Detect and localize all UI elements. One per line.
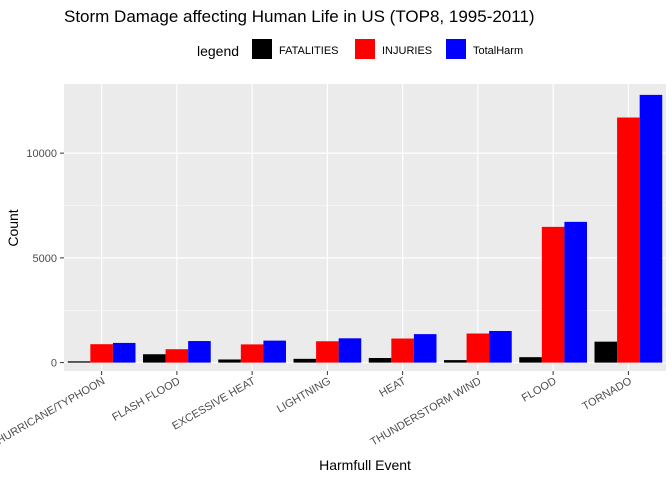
- bar-injuries: [541, 226, 565, 363]
- bar-fatalities: [143, 354, 166, 363]
- bar-totalharm: [263, 340, 286, 363]
- legend: legend FATALITIES INJURIES TotalHarm: [197, 39, 523, 59]
- y-axis-label: Count: [5, 209, 21, 246]
- bar-totalharm: [639, 94, 663, 363]
- bar-totalharm: [413, 334, 437, 363]
- y-tick-label: 0: [51, 358, 57, 370]
- bar-fatalities: [519, 357, 542, 363]
- bar-injuries: [466, 333, 490, 363]
- bar-injuries: [617, 117, 640, 363]
- bar-injuries: [240, 344, 264, 363]
- legend-key-injuries: [355, 39, 375, 59]
- y-axis: 0 5000 10000: [26, 148, 64, 370]
- y-tick-label: 10000: [26, 148, 57, 160]
- grid: [64, 84, 666, 371]
- legend-items: FATALITIES INJURIES TotalHarm: [252, 39, 523, 59]
- bar-fatalities: [594, 341, 618, 363]
- bar-injuries: [90, 344, 113, 363]
- bar-totalharm: [112, 342, 136, 363]
- bar-totalharm: [338, 338, 362, 363]
- bar-totalharm: [188, 341, 211, 363]
- x-tick-label: FLOOD: [520, 375, 559, 404]
- bar-fatalities: [218, 359, 241, 363]
- bar-injuries: [391, 338, 414, 363]
- chart-title: Storm Damage affecting Human Life in US …: [64, 7, 535, 26]
- y-tick-label: 5000: [33, 253, 57, 265]
- bar-fatalities: [67, 361, 91, 363]
- bar-fatalities: [368, 358, 392, 363]
- legend-key-fatalities: [252, 39, 272, 59]
- x-tick-label: LIGHTNING: [275, 375, 333, 415]
- bar-totalharm: [564, 221, 587, 363]
- x-tick-label: TORNADO: [580, 375, 634, 413]
- bar-totalharm: [489, 330, 512, 363]
- legend-label: FATALITIES: [279, 45, 339, 57]
- bar-injuries: [316, 341, 339, 363]
- x-tick-label: HURRICANE/TYPHOON: [0, 375, 107, 447]
- bars: [67, 94, 663, 363]
- x-tick-label: FLASH FLOOD: [110, 375, 182, 424]
- x-tick-label: EXCESSIVE HEAT: [170, 375, 258, 433]
- bar-injuries: [165, 349, 189, 363]
- legend-label: INJURIES: [382, 45, 432, 57]
- x-axis-label: Harmfull Event: [319, 457, 411, 473]
- legend-title: legend: [197, 43, 239, 59]
- bar-fatalities: [444, 360, 467, 363]
- legend-key-totalharm: [446, 39, 466, 59]
- x-tick-label: HEAT: [377, 375, 408, 400]
- legend-label: TotalHarm: [473, 45, 523, 57]
- bar-fatalities: [293, 358, 317, 363]
